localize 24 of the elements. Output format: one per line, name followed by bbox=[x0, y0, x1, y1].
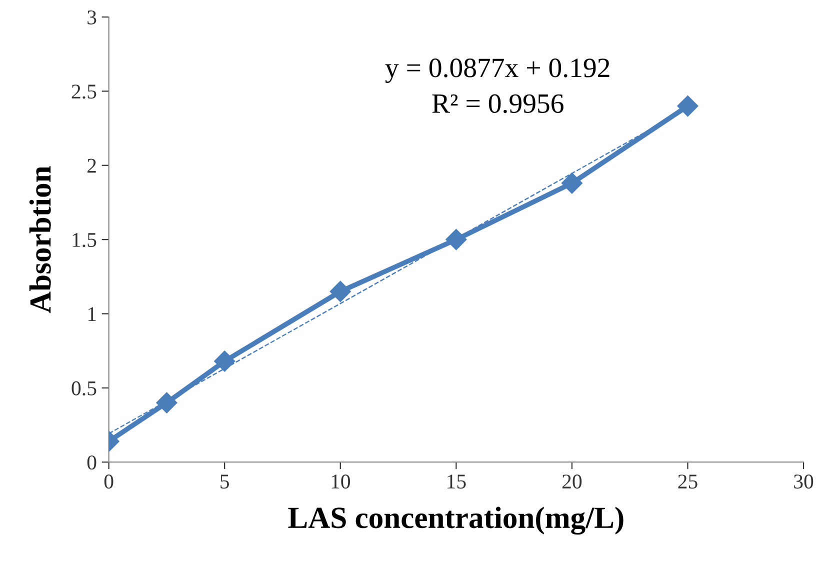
y-tick-label: 2.5 bbox=[72, 84, 96, 99]
point bbox=[677, 96, 698, 117]
y-axis-title: Absorbtion bbox=[29, 166, 51, 314]
point bbox=[446, 229, 467, 250]
annotation: y = 0.0877x + 0.192 bbox=[385, 58, 610, 84]
point bbox=[561, 172, 582, 194]
y-tick-label: 2 bbox=[88, 158, 96, 173]
y-tick-label: 3 bbox=[88, 10, 96, 24]
y-tick-label: 0 bbox=[87, 455, 96, 470]
x-tick-label: 30 bbox=[794, 474, 814, 489]
y-tick-label: 1.5 bbox=[72, 233, 96, 248]
y-tick-label: 0.5 bbox=[72, 381, 96, 396]
annotation: R² = 0.9956 bbox=[432, 94, 564, 114]
x-tick-label: 15 bbox=[448, 474, 466, 489]
point bbox=[330, 280, 351, 302]
x-tick-label: 0 bbox=[104, 474, 114, 489]
x-tick-label: 5 bbox=[220, 474, 229, 489]
point bbox=[156, 392, 178, 414]
x-tick-label: 25 bbox=[678, 474, 698, 489]
x-axis-title: LAS concentration(mg/L) bbox=[288, 506, 624, 535]
y-tick-label: 1 bbox=[88, 307, 96, 321]
x-tick-label: 20 bbox=[562, 474, 582, 489]
x-tick-label: 10 bbox=[332, 474, 350, 489]
point bbox=[214, 350, 236, 372]
